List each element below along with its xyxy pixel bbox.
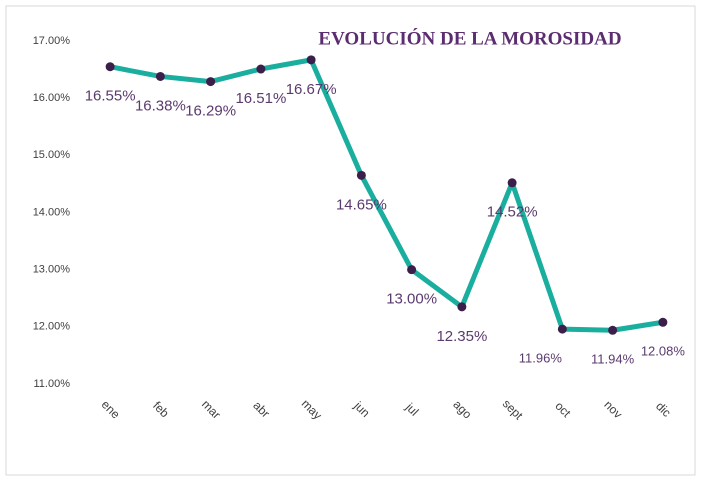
marker [658, 317, 668, 327]
marker [507, 178, 517, 188]
y-tick-label: 13.00% [33, 264, 71, 276]
value-label: 14.52% [487, 204, 538, 221]
value-label: 12.08% [641, 344, 686, 359]
value-label: 11.96% [519, 351, 563, 366]
value-label: 13.00% [386, 291, 437, 308]
value-label: 16.55% [85, 88, 136, 105]
marker [557, 324, 567, 334]
y-tick-label: 16.00% [33, 92, 71, 104]
marker [155, 71, 165, 81]
marker [306, 55, 316, 65]
marker [457, 302, 467, 312]
marker [407, 265, 417, 275]
value-label: 11.94% [591, 352, 635, 367]
chart-title: EVOLUCIÓN DE LA MOROSIDAD [318, 27, 621, 49]
marker [206, 77, 216, 87]
y-tick-label: 17.00% [33, 35, 71, 47]
marker [356, 170, 366, 180]
y-tick-label: 12.00% [33, 321, 71, 333]
marker [105, 62, 115, 72]
chart-border [5, 5, 696, 476]
y-tick-label: 14.00% [33, 206, 71, 218]
value-label: 16.38% [135, 97, 186, 114]
value-label: 16.67% [286, 81, 337, 98]
value-label: 14.65% [336, 196, 387, 213]
value-label: 16.51% [235, 90, 286, 107]
y-tick-label: 15.00% [33, 149, 71, 161]
line [109, 57, 664, 333]
marker [608, 325, 618, 335]
marker [256, 64, 266, 74]
value-label: 16.29% [185, 103, 236, 120]
value-label: 12.35% [436, 328, 487, 345]
y-tick-label: 11.00% [34, 378, 71, 390]
